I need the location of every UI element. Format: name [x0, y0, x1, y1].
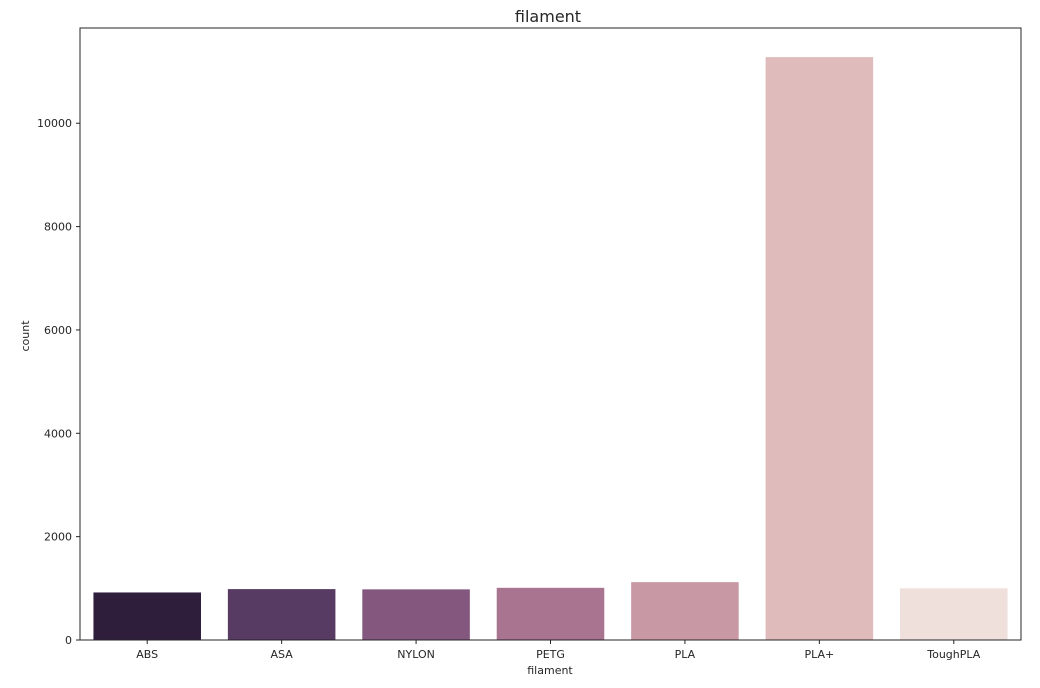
y-axis: 0 2000 4000 6000 8000 10000 — [37, 117, 80, 647]
bar-abs — [93, 592, 201, 640]
y-axis-label: count — [19, 320, 32, 352]
bar-pla- — [765, 57, 874, 641]
y-tick-label: 2000 — [44, 531, 72, 544]
bar-petg — [496, 587, 605, 640]
x-tick-label: PLA — [675, 648, 696, 661]
x-tick-label: PLA+ — [804, 648, 834, 661]
x-tick-label: ToughPLA — [926, 648, 981, 661]
x-axis-label: filament — [527, 664, 573, 677]
x-tick-label: PETG — [536, 648, 565, 661]
y-tick-label: 8000 — [44, 221, 72, 234]
bars-layer — [93, 57, 1008, 641]
bar-toughpla — [900, 588, 1008, 640]
plot-frame — [79, 27, 1022, 641]
x-tick-label: ASA — [271, 648, 294, 661]
chart-title: filament — [515, 7, 581, 26]
bar-asa — [227, 589, 336, 640]
y-tick-label: 6000 — [44, 324, 72, 337]
y-tick-label: 4000 — [44, 427, 72, 440]
x-axis: ABS ASA NYLON PETG PLA PLA+ ToughPLA — [136, 640, 981, 661]
bar-nylon — [362, 589, 470, 640]
y-tick-label: 10000 — [37, 117, 72, 130]
y-tick-label: 0 — [65, 634, 72, 647]
x-tick-label: ABS — [136, 648, 158, 661]
bar-pla — [631, 582, 739, 640]
x-tick-label: NYLON — [397, 648, 435, 661]
